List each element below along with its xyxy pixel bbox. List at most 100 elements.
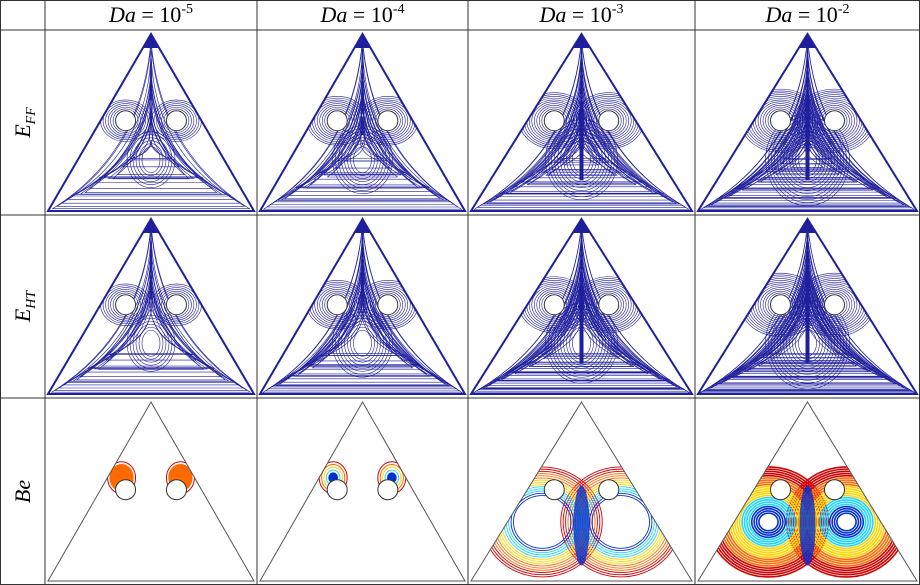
- row-label: EHT: [10, 290, 39, 324]
- apex-fill: [799, 219, 816, 233]
- contour: [499, 251, 664, 382]
- contour: [335, 128, 390, 191]
- contour: [717, 54, 898, 199]
- contour: [821, 108, 848, 133]
- contour: [56, 45, 246, 207]
- jet-core: [579, 284, 584, 364]
- contour: [269, 45, 456, 205]
- contour: [316, 287, 358, 323]
- contour: [370, 105, 406, 137]
- contour: [314, 285, 411, 367]
- be-blob: [755, 510, 782, 534]
- contour: [700, 222, 915, 392]
- contour: [267, 227, 458, 390]
- contour: [129, 317, 173, 369]
- row-var: E: [10, 124, 35, 139]
- cylinder: [165, 110, 187, 132]
- contour: [290, 69, 435, 192]
- contour-plot: [472, 34, 691, 210]
- cylinder: [326, 110, 348, 132]
- contour: [485, 235, 678, 388]
- be-core: [799, 485, 816, 566]
- contour: [163, 292, 190, 317]
- contour: [347, 323, 378, 363]
- contour: [727, 249, 888, 377]
- contour: [765, 106, 796, 135]
- contour: [528, 100, 635, 184]
- triangle: [258, 32, 467, 212]
- contour: [156, 103, 197, 139]
- be-blob: [584, 488, 658, 556]
- contour: [321, 290, 353, 319]
- contour: [262, 38, 463, 210]
- contour: [319, 105, 355, 137]
- contour: [765, 290, 796, 319]
- header-base: = 10: [792, 2, 837, 27]
- contour: [132, 137, 170, 182]
- be-blob: [750, 505, 787, 539]
- contour: [541, 292, 568, 317]
- contour: [372, 106, 404, 135]
- contour: [126, 314, 176, 372]
- contour: [595, 292, 622, 317]
- apex-fill: [143, 219, 159, 233]
- contour: [722, 245, 893, 383]
- contour: [531, 285, 578, 325]
- contour: [312, 94, 413, 180]
- contour: [278, 242, 447, 385]
- contour: [153, 285, 200, 325]
- contour: [350, 143, 375, 176]
- header-base: = 10: [136, 2, 181, 27]
- contour: [283, 246, 442, 380]
- contour: [353, 146, 372, 173]
- contour: [97, 279, 205, 370]
- cylinder: [598, 479, 620, 501]
- be-blob: [743, 499, 794, 545]
- be-blob: [748, 503, 789, 541]
- cylinder: [543, 294, 565, 316]
- header-exp: -2: [838, 2, 850, 17]
- cylinder: [165, 479, 187, 501]
- cylinder: [115, 110, 137, 132]
- contour: [341, 134, 384, 185]
- triangle: [46, 32, 256, 212]
- contour: [344, 137, 381, 182]
- contour: [332, 308, 393, 378]
- triangle: [258, 217, 467, 395]
- contour: [367, 287, 409, 323]
- triangle: [469, 32, 694, 212]
- row-sub: FF: [24, 107, 39, 126]
- contour-plot: [472, 219, 691, 394]
- row-sub: HT: [24, 290, 39, 310]
- cylinder: [326, 479, 348, 501]
- contour: [321, 106, 353, 135]
- contour: [54, 227, 248, 391]
- be-blob: [821, 499, 872, 545]
- contour: [91, 266, 211, 368]
- contour: [75, 253, 227, 381]
- contour: [161, 290, 192, 319]
- be-blob: [831, 507, 862, 536]
- contour: [472, 37, 691, 210]
- cylinder: [824, 479, 845, 501]
- jet-core: [805, 284, 810, 364]
- cylinder: [543, 479, 565, 501]
- contour: [110, 106, 141, 135]
- contour: [158, 105, 195, 137]
- header-var: Da: [765, 2, 793, 27]
- contour: [112, 292, 139, 317]
- contour: [161, 106, 192, 135]
- plots: [46, 32, 919, 582]
- contour: [131, 124, 171, 159]
- cylinder: [377, 479, 399, 501]
- be-blob: [581, 486, 660, 558]
- contour: [84, 79, 218, 193]
- triangle: [696, 217, 919, 395]
- contour: [811, 101, 858, 141]
- triangle: [696, 32, 919, 212]
- cylinder: [598, 294, 620, 316]
- contour: [344, 320, 381, 366]
- column-header: Da = 10-4: [320, 2, 405, 27]
- contour: [105, 103, 146, 139]
